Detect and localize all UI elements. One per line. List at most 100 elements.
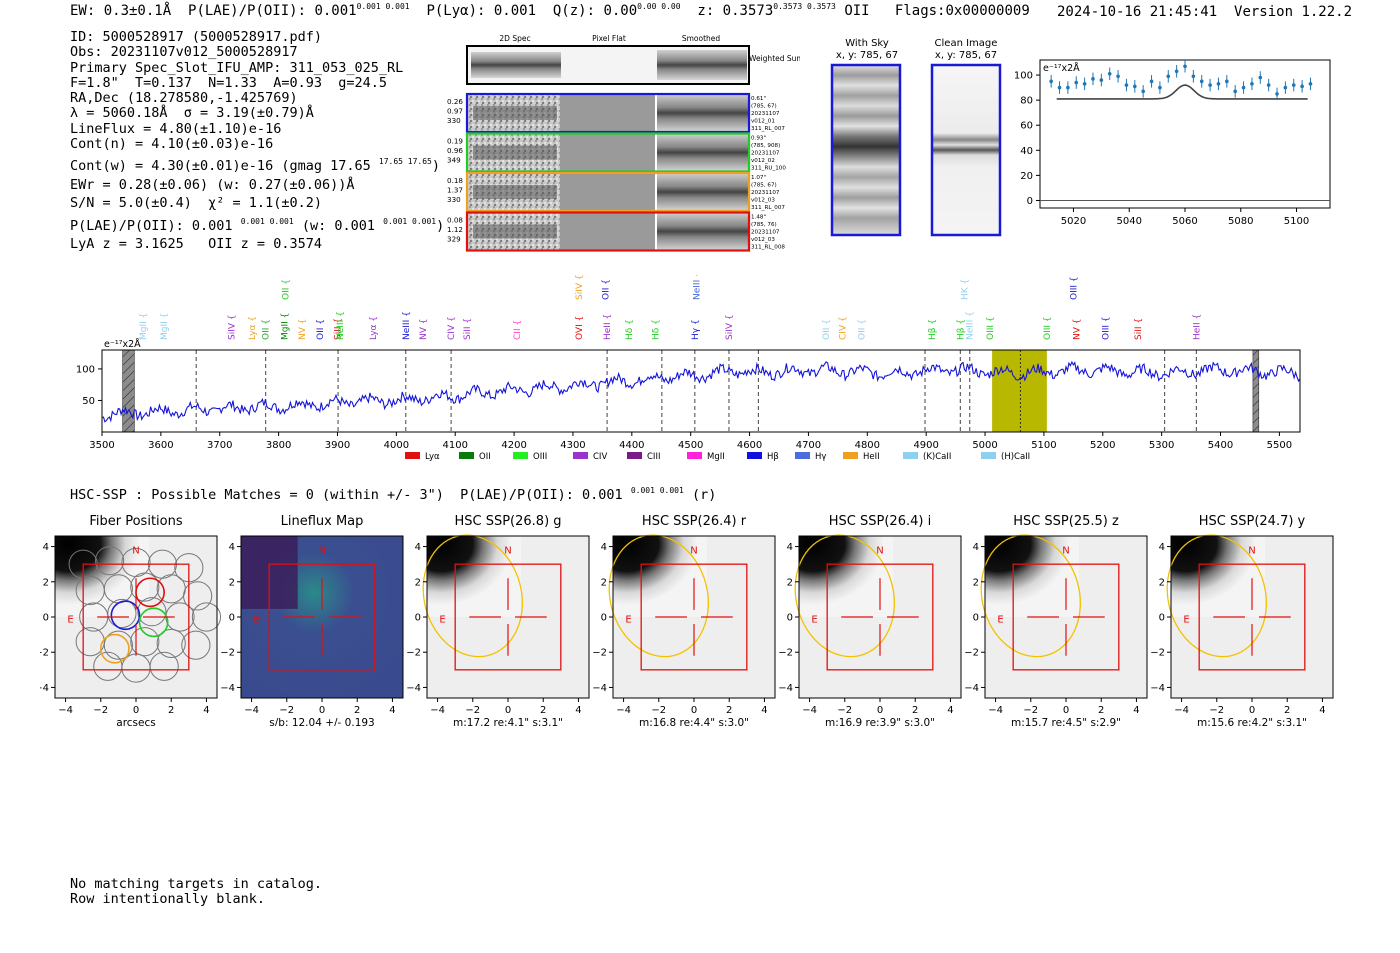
line-label-text: OIII { <box>986 316 996 340</box>
legend-entry: OII <box>459 452 491 462</box>
weighted-sum-label: Weighted Sum <box>749 54 800 63</box>
zoom-data-point <box>1291 83 1296 87</box>
pixel-flat-cell <box>560 133 655 172</box>
panel-ytick-label: 2 <box>601 577 607 588</box>
line-label-text: HK { <box>960 279 970 300</box>
cutout-right-label: 20231107 <box>751 151 780 157</box>
zoom-data-point <box>1208 83 1212 87</box>
info-plae-bounds: 0.001 0.001 <box>240 217 294 227</box>
spec-xtick-label: 4400 <box>619 440 644 451</box>
legend-swatch <box>513 452 528 459</box>
zoom-data-point <box>1107 71 1112 76</box>
legend-swatch <box>687 452 702 459</box>
cutout-left-label: 0.19 <box>447 137 463 146</box>
panel-xtick-label: 2 <box>168 705 174 716</box>
info-lambda: λ = 5060.18Å σ = 3.19(±0.79)Å <box>70 105 314 122</box>
line-label: OII { <box>601 279 611 300</box>
panel-ytick-label: −4 <box>964 683 979 694</box>
line-label-text: SiIV { <box>575 275 585 300</box>
line-label-text: NeIII { <box>336 311 346 340</box>
legend-entry: Lyα <box>405 452 440 462</box>
pixel-flat-cell <box>560 212 655 251</box>
zoom-data-point <box>1141 89 1145 94</box>
cutout-right-label: 1.07" <box>751 175 766 181</box>
legend-swatch <box>747 452 762 459</box>
line-label: NV { <box>298 319 308 340</box>
panel-ytick-label: 0 <box>973 613 979 624</box>
panel-ytick-label: 0 <box>43 613 49 624</box>
panel-xlabel: m:15.7 re:4.5" s:2.9" <box>1011 717 1121 726</box>
panel-xtick-label: −4 <box>988 705 1003 716</box>
line-label: HK { <box>960 279 970 300</box>
panel-ytick-label: −2 <box>406 648 421 659</box>
panel-xtick-label: 0 <box>133 705 139 716</box>
fiber-circle <box>137 597 167 627</box>
zoom-data-point <box>1124 83 1129 87</box>
zoom-data-point <box>1241 85 1246 90</box>
smoothed-cell <box>657 173 749 211</box>
line-label: OII { <box>822 319 832 340</box>
line-label: OII { <box>857 319 867 340</box>
panel-xtick-label: 4 <box>203 705 209 716</box>
spec-xtick-label: 4100 <box>442 440 467 451</box>
info-id: ID: 5000528917 (5000528917.pdf) <box>70 29 322 45</box>
panel-xtick-label: 0 <box>505 705 511 716</box>
cutout-right-label: 20231107 <box>751 190 780 196</box>
spec-xtick-label: 3900 <box>325 440 350 451</box>
zoom-model-curve <box>1056 84 1308 100</box>
north-label: N <box>132 546 139 557</box>
hsc-summary-text: HSC-SSP : Possible Matches = 0 (within +… <box>70 487 623 503</box>
line-label: SiII { <box>333 318 343 340</box>
zoom-data-point <box>1258 75 1263 80</box>
zoom-xtick-label: 5040 <box>1117 216 1142 227</box>
panel-ytick-label: 0 <box>1159 613 1165 624</box>
info-plae-w: (w: 0.001 <box>301 218 375 235</box>
zoom-data-point <box>1300 84 1304 89</box>
panel-ytick-label: −4 <box>40 683 49 694</box>
zoom-data-point <box>1174 69 1179 74</box>
info-contw-bounds: 17.65 17.65 <box>378 157 432 167</box>
fiber-highlight <box>99 633 130 664</box>
panel-xtick-label: 4 <box>761 705 767 716</box>
line-label: Lyα { <box>248 316 258 340</box>
line-label: NeIII { <box>693 275 703 300</box>
col-2dspec: 2D Spec <box>499 34 530 43</box>
panel-ytick-label: 4 <box>415 542 421 553</box>
cutout-left-label: 0.18 <box>447 176 463 185</box>
fiber-circle <box>149 651 179 681</box>
panel-title: Lineflux Map <box>281 514 364 529</box>
spec2d-trace <box>473 185 557 199</box>
legend-entry: OIII <box>513 452 547 462</box>
info-ewr: EWr = 0.28(±0.06) (w: 0.27(±0.06))Å <box>70 176 355 193</box>
flags-value: Flags:0x00000009 <box>894 3 1030 19</box>
panel-ytick-label: 2 <box>973 577 979 588</box>
spec-xtick-label: 4300 <box>560 440 585 451</box>
panel-xtick-label: 4 <box>575 705 581 716</box>
line-label: SiII { <box>463 318 473 340</box>
zoom-data-point <box>1082 82 1087 86</box>
line-label: OIII { <box>1043 316 1053 340</box>
panel-ytick-label: 4 <box>43 542 49 553</box>
panel-ytick-label: 2 <box>1159 577 1165 588</box>
spec-ytick-label: 100 <box>76 364 95 375</box>
line-label-text: SiIV { <box>228 314 238 340</box>
line-label-text: OIII { <box>1102 316 1112 340</box>
region-box <box>1012 563 1120 671</box>
zoom-data-point <box>1166 74 1171 79</box>
line-label: Hγ { <box>691 319 701 340</box>
line-label: CII { <box>513 320 523 340</box>
region-box <box>826 563 934 671</box>
imaging-panel: HSC SSP(25.5) z N E −4 −4 −2 −2 0 0 2 2 4 4 m:15.7 re… <box>964 514 1148 726</box>
panel-ytick-label: −2 <box>220 648 235 659</box>
info-sn: S/N = 5.0(±0.4) χ² = 1.1(±0.2) <box>70 194 322 211</box>
cutout-left-label: 1.12 <box>447 225 463 234</box>
cutout-left-label: 349 <box>447 156 461 165</box>
weighted-sum-smoothed <box>657 50 747 80</box>
spec-xtick-label: 5400 <box>1208 440 1233 451</box>
with-sky-title: With Sky <box>845 38 889 49</box>
panel-xtick-label: −4 <box>1174 705 1189 716</box>
zoom-data-point <box>1049 79 1053 84</box>
imaging-panel: HSC SSP(24.7) y N E −4 −4 −2 −2 0 0 2 2 4 4 m:15.6 re… <box>1150 514 1334 726</box>
legend-label: Lyα <box>425 452 440 462</box>
